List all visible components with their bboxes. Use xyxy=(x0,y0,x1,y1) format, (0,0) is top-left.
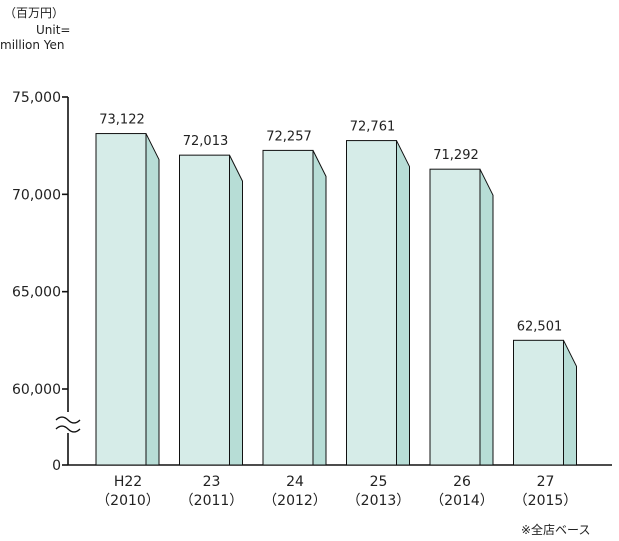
bar-side xyxy=(145,133,160,466)
unit-label-en-line2: million Yen xyxy=(0,38,65,52)
y-tick-label: 75,000 xyxy=(12,90,61,106)
bar xyxy=(513,339,564,466)
x-tick-label: H22 xyxy=(114,474,142,490)
x-tick-label: 24 xyxy=(286,474,304,490)
x-tick-label: 25 xyxy=(370,474,388,490)
unit-label-jp: （百万円） xyxy=(4,6,65,20)
y-tick-label: 60,000 xyxy=(12,382,61,398)
x-tick-label: 23 xyxy=(203,474,221,490)
unit-label-en-line1: Unit= xyxy=(36,23,71,37)
bar xyxy=(346,140,397,466)
x-tick-label-year: （2011） xyxy=(180,493,244,509)
x-tick-label-year: （2013） xyxy=(347,493,411,509)
bar-side xyxy=(396,140,410,466)
data-label: 62,501 xyxy=(517,319,563,334)
bar xyxy=(95,133,147,466)
footnote: ※全店ベース xyxy=(521,523,591,537)
x-tick-label-year: （2014） xyxy=(430,493,494,509)
bar-side xyxy=(229,154,243,466)
bar-side xyxy=(479,168,494,466)
data-label: 72,013 xyxy=(183,134,229,149)
data-label: 73,122 xyxy=(99,113,145,128)
y-tick-label: 70,000 xyxy=(12,187,61,203)
x-tick-label: 27 xyxy=(537,474,555,490)
y-tick-label: 65,000 xyxy=(12,285,61,301)
x-tick-label: 26 xyxy=(453,474,471,490)
axis-break-mark-upper xyxy=(55,416,81,424)
x-tick-label-year: （2012） xyxy=(263,493,327,509)
bar xyxy=(179,154,230,466)
data-label: 71,292 xyxy=(433,148,479,163)
data-label: 72,257 xyxy=(266,129,312,144)
bar-side xyxy=(563,340,577,466)
bar-side xyxy=(312,150,327,466)
data-label: 72,761 xyxy=(350,120,396,135)
x-tick-label-year: （2015） xyxy=(514,493,578,509)
axis-break-mark-lower xyxy=(55,425,81,433)
bar xyxy=(429,168,481,466)
y-tick-label: 0 xyxy=(52,458,61,474)
bar xyxy=(262,149,314,466)
chart-marks: 0 60,000 65,000 70,000 75,000 73,122 H22 （2010）… xyxy=(12,90,612,509)
x-tick-label-year: （2010） xyxy=(96,493,160,509)
